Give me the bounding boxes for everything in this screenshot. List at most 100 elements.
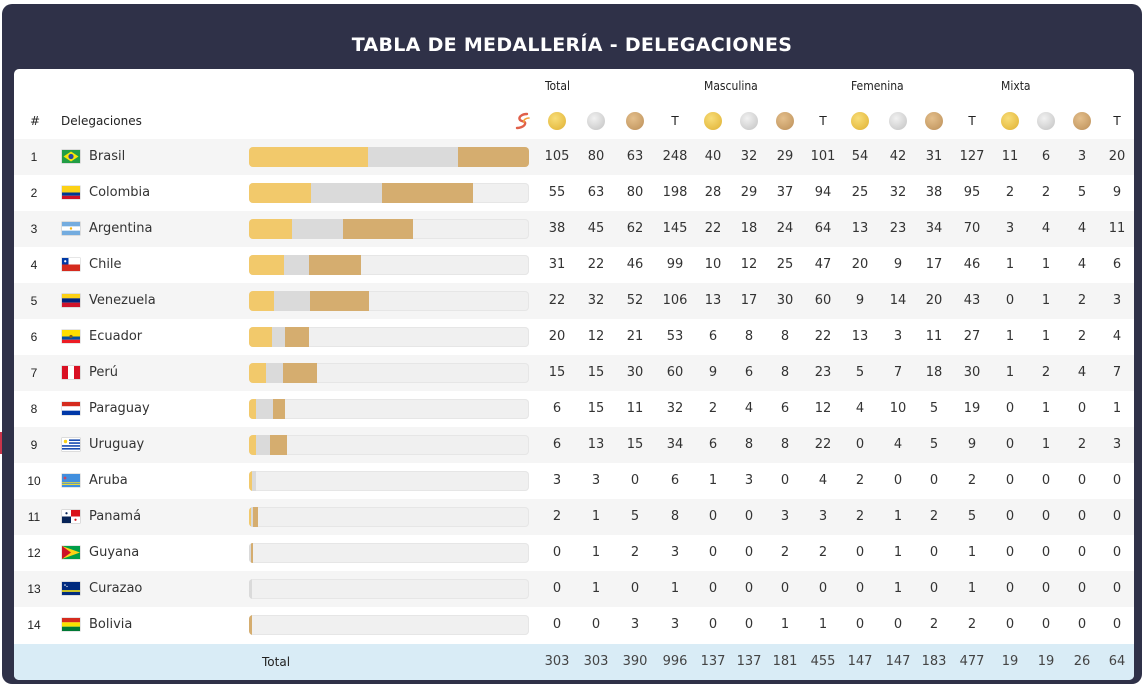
men-b-cell: 3	[780, 509, 790, 524]
women-b-cell: 0	[929, 545, 939, 560]
table-row[interactable]: 7 Perú 15 15 30 60 9 6 8 23 5 7 18 30 1 2 4 7	[14, 355, 1134, 391]
delegation-name[interactable]: Bolivia	[89, 617, 133, 632]
rank-cell: 2	[30, 186, 38, 200]
table-row[interactable]: 8 Paraguay 6 15 11 32 2 4 6 12 4 10 5 19 0 1 0 1	[14, 391, 1134, 427]
rank-cell: 9	[30, 438, 38, 452]
uruguay-flag-icon	[62, 438, 80, 451]
delegation-name[interactable]: Venezuela	[89, 293, 156, 308]
men-g-cell: 0	[708, 509, 718, 524]
total-value-cell: 147	[847, 654, 873, 669]
delegation-name[interactable]: Perú	[89, 365, 118, 380]
table-row[interactable]: 6 Ecuador 20 12 21 53 6 8 8 22 13 3 11 27 1 1 2 4	[14, 319, 1134, 355]
men-t-cell: 94	[814, 185, 832, 200]
men-g-cell: 6	[708, 329, 718, 344]
delegation-name[interactable]: Aruba	[89, 473, 128, 488]
side-marker	[0, 432, 2, 454]
table-row[interactable]: 3 Argentina 38 45 62 145 22 18 24 64 13 23 34 70 3 4 4 11	[14, 211, 1134, 247]
gold-medal-icon	[704, 112, 722, 130]
women-t-cell: 46	[963, 257, 981, 272]
men-b-cell: 1	[780, 617, 790, 632]
men-b-cell: 24	[776, 221, 794, 236]
gold-medal-icon	[851, 112, 869, 130]
gold-medal-icon	[548, 112, 566, 130]
delegation-name[interactable]: Ecuador	[89, 329, 143, 344]
delegation-name[interactable]: Curazao	[89, 581, 143, 596]
men-b-cell: 0	[780, 581, 790, 596]
women-t-cell: 70	[963, 221, 981, 236]
guyana-flag-icon	[62, 546, 80, 559]
women-s-cell: 42	[889, 149, 907, 164]
table-row[interactable]: 10 Aruba 3 3 0 6 1 3 0 4 2 0 0 2 0 0 0 0	[14, 463, 1134, 499]
men-b-cell: 8	[780, 437, 790, 452]
total-t-cell: 198	[662, 185, 688, 200]
mixed-g-cell: 1	[1005, 365, 1015, 380]
delegation-name[interactable]: Argentina	[89, 221, 153, 236]
women-g-cell: 54	[851, 149, 869, 164]
total-g-cell: 6	[552, 401, 562, 416]
medal-bar	[249, 579, 529, 599]
mixed-b-cell: 2	[1077, 329, 1087, 344]
silver-bar-segment	[251, 507, 253, 527]
table-row[interactable]: 11 Panamá 2 1 5 8 0 0 3 3 2 1 2 5 0 0 0 0	[14, 499, 1134, 535]
table-row[interactable]: 5 Venezuela 22 32 52 106 13 17 30 60 9 14 20 43 0 1 2 3	[14, 283, 1134, 319]
total-s-cell: 22	[587, 257, 605, 272]
delegation-header: Delegaciones	[61, 114, 142, 128]
table-row[interactable]: 13 Curazao 0 1 0 1 0 0 0 0 0 1 0 1 0 0 0 0	[14, 571, 1134, 607]
women-t-cell: 43	[963, 293, 981, 308]
mixed-s-cell: 1	[1041, 401, 1051, 416]
total-value-cell: 19	[1037, 654, 1055, 669]
total-column-header: T	[1113, 114, 1121, 128]
men-b-cell: 29	[776, 149, 794, 164]
delegation-name[interactable]: Chile	[89, 257, 122, 272]
table-row[interactable]: 4 Chile 31 22 46 99 10 12 25 47 20 9 17 46 1 1 4 6	[14, 247, 1134, 283]
bronze-bar-segment	[308, 255, 361, 275]
aruba-flag-icon	[62, 474, 80, 487]
delegation-name[interactable]: Uruguay	[89, 437, 145, 452]
table-row[interactable]: 9 Uruguay 6 13 15 34 6 8 8 22 0 4 5 9 0 1 2 3	[14, 427, 1134, 463]
mixed-g-cell: 0	[1005, 581, 1015, 596]
bronze-bar-segment	[457, 147, 529, 167]
men-t-cell: 12	[814, 401, 832, 416]
women-s-cell: 32	[889, 185, 907, 200]
total-g-cell: 22	[548, 293, 566, 308]
women-t-cell: 9	[967, 437, 977, 452]
chile-flag-icon	[62, 258, 80, 271]
delegation-name[interactable]: Paraguay	[89, 401, 150, 416]
total-b-cell: 62	[626, 221, 644, 236]
women-s-cell: 23	[889, 221, 907, 236]
table-row[interactable]: 12 Guyana 0 1 2 3 0 0 2 2 0 1 0 1 0 0 0 0	[14, 535, 1134, 571]
silver-medal-icon	[740, 112, 758, 130]
women-t-cell: 2	[967, 617, 977, 632]
mixed-b-cell: 0	[1077, 617, 1087, 632]
total-value-cell: 19	[1001, 654, 1019, 669]
table-row[interactable]: 2 Colombia 55 63 80 198 28 29 37 94 25 32 38 95 2 2 5 9	[14, 175, 1134, 211]
table-row[interactable]: 1 Brasil 105 80 63 248 40 32 29 101 54 42 31 127 11 6 3 2…	[14, 139, 1134, 175]
total-b-cell: 0	[630, 473, 640, 488]
women-t-cell: 1	[967, 581, 977, 596]
men-g-cell: 22	[704, 221, 722, 236]
total-b-cell: 80	[626, 185, 644, 200]
total-t-cell: 248	[662, 149, 688, 164]
delegation-name[interactable]: Guyana	[89, 545, 140, 560]
mixed-s-cell: 0	[1041, 581, 1051, 596]
delegation-name[interactable]: Colombia	[89, 185, 151, 200]
men-s-cell: 0	[744, 509, 754, 524]
bronze-medal-icon	[925, 112, 943, 130]
women-g-cell: 13	[851, 221, 869, 236]
total-b-cell: 52	[626, 293, 644, 308]
total-value-cell: 26	[1073, 654, 1091, 669]
delegation-name[interactable]: Brasil	[89, 149, 126, 164]
women-b-cell: 38	[925, 185, 943, 200]
men-s-cell: 3	[744, 473, 754, 488]
delegation-name[interactable]: Panamá	[89, 509, 142, 524]
women-g-cell: 13	[851, 329, 869, 344]
total-value-cell: 181	[772, 654, 798, 669]
mixed-g-cell: 0	[1005, 473, 1015, 488]
total-s-cell: 0	[591, 617, 601, 632]
mixed-b-cell: 2	[1077, 293, 1087, 308]
table-row[interactable]: 14 Bolivia 0 0 3 3 0 0 1 1 0 0 2 2 0 0 0 0	[14, 607, 1134, 643]
silver-bar-segment	[367, 147, 458, 167]
total-s-cell: 15	[587, 401, 605, 416]
men-t-cell: 4	[818, 473, 828, 488]
total-t-cell: 32	[666, 401, 684, 416]
